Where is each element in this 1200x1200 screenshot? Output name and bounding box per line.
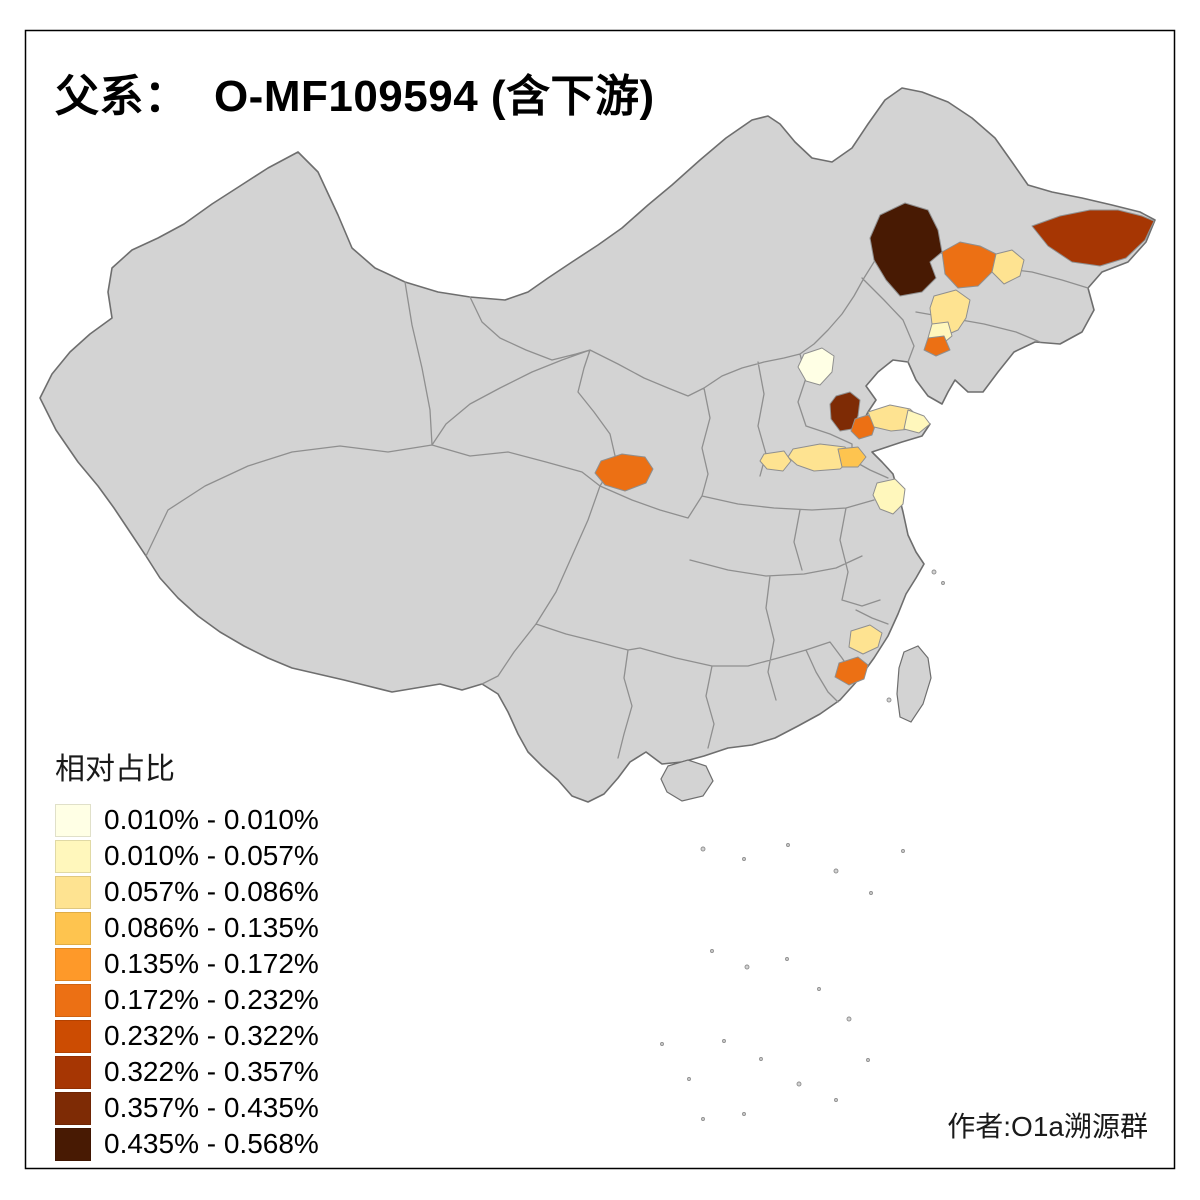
region-patch-beijing [797,347,835,386]
south-china-sea-islands [660,843,905,1121]
legend-item: 0.435% - 0.568% [55,1126,319,1162]
legend-label: 0.010% - 0.010% [104,804,319,835]
legend-swatch [55,839,91,873]
legend-item: 0.057% - 0.086% [55,874,319,910]
legend-swatch [55,911,91,945]
legend-swatch [55,947,91,981]
legend-swatch [55,1055,91,1089]
legend: 相对占比 0.010% - 0.010% 0.010% - 0.057% 0.057… [55,744,319,1162]
legend-item: 0.357% - 0.435% [55,1090,319,1126]
legend-swatch [55,803,91,837]
region-patch-fujian-north [848,624,883,655]
region-patch-liaoning-south [923,335,951,357]
taiwan-island [896,645,932,723]
coastal-islets [886,569,945,703]
legend-item: 0.135% - 0.172% [55,946,319,982]
legend-label: 0.086% - 0.135% [104,912,319,943]
legend-label: 0.010% - 0.057% [104,840,319,871]
region-patch-henan-west [759,450,792,472]
region-patch-jiangsu-north [872,478,906,515]
legend-item: 0.010% - 0.010% [55,802,319,838]
legend-label: 0.322% - 0.357% [104,1056,319,1087]
legend-label: 0.057% - 0.086% [104,876,319,907]
legend-title: 相对占比 [55,753,175,786]
credit-text: 作者:O1a溯源群 [947,1111,1148,1142]
region-patch-inner-mongolia-northeast [869,202,943,297]
legend-item: 0.086% - 0.135% [55,910,319,946]
map-title: 父系： O-MF109594 (含下游) [55,72,655,121]
province-boundaries [145,247,1089,759]
legend-item: 0.232% - 0.322% [55,1018,319,1054]
legend-swatch [55,875,91,909]
mainland-china-shape [39,87,1156,803]
legend-swatch [55,983,91,1017]
legend-item: 0.322% - 0.357% [55,1054,319,1090]
legend-label: 0.232% - 0.322% [104,1020,319,1051]
region-patch-heilongjiang-far-east [1031,209,1155,267]
region-patch-shandong-tip [903,409,931,434]
hainan-island [660,759,714,802]
legend-swatch [55,1127,91,1161]
region-patch-shandong-southwest [837,446,867,468]
panel-border [24,29,1176,1170]
legend-item: 0.010% - 0.057% [55,838,319,874]
region-patch-heilongjiang-central [991,249,1025,285]
region-patch-shandong-central [850,414,877,440]
legend-label: 0.357% - 0.435% [104,1092,319,1123]
legend-swatch [55,1019,91,1053]
region-patch-fujian-south [834,656,869,686]
region-patch-henan-east [787,443,853,472]
legend-items: 0.010% - 0.010% 0.010% - 0.057% 0.057% - 0… [55,802,319,1162]
legend-label: 0.135% - 0.172% [104,948,319,979]
region-patch-gansu-southeast [594,453,654,492]
legend-label: 0.435% - 0.568% [104,1128,319,1159]
legend-item: 0.172% - 0.232% [55,982,319,1018]
legend-swatch [55,1091,91,1125]
legend-label: 0.172% - 0.232% [104,984,319,1015]
